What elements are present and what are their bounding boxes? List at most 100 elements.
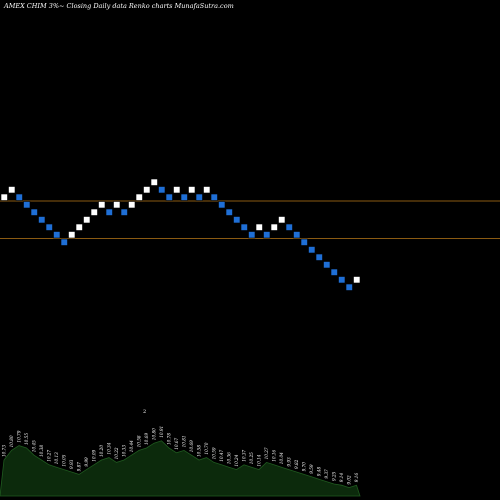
down-brick-3 <box>23 201 31 209</box>
volume-label-6: 10.27 <box>47 449 52 461</box>
volume-label-10: 9.87 <box>77 462 82 472</box>
volume-label-25: 10.69 <box>189 440 194 452</box>
up-brick-20 <box>150 178 158 186</box>
up-brick-37 <box>278 216 286 224</box>
up-brick-18 <box>135 193 143 201</box>
volume-label-15: 10.22 <box>114 447 119 459</box>
volume-label-22: 10.78 <box>167 433 172 445</box>
down-brick-2 <box>15 193 23 201</box>
volume-label-4: 10.45 <box>32 440 37 452</box>
volume-label-16: 10.33 <box>122 445 127 457</box>
down-brick-33 <box>248 231 256 239</box>
up-brick-27 <box>203 186 211 194</box>
down-brick-41 <box>308 246 316 254</box>
volume-label-3: 10.55 <box>24 433 29 445</box>
volume-label-29: 10.47 <box>219 449 224 461</box>
renko-bricks <box>0 178 361 291</box>
up-brick-47 <box>353 276 361 284</box>
volume-label-1: 10.80 <box>9 435 14 447</box>
volume-label-24: 10.81 <box>182 435 187 447</box>
down-brick-24 <box>180 193 188 201</box>
volume-label-17: 10.44 <box>129 440 134 452</box>
down-brick-8 <box>60 238 68 246</box>
down-brick-21 <box>158 186 166 194</box>
volume-label-12: 10.09 <box>92 449 97 461</box>
reference-lines <box>0 200 500 239</box>
up-brick-11 <box>83 216 91 224</box>
down-brick-30 <box>225 208 233 216</box>
volume-label-0: 10.73 <box>2 445 7 457</box>
volume-label-44: 9.25 <box>332 471 337 481</box>
volume-label-18: 10.58 <box>137 435 142 447</box>
down-brick-14 <box>105 208 113 216</box>
down-brick-29 <box>218 201 226 209</box>
down-brick-32 <box>240 223 248 231</box>
volume-label-45: 9.14 <box>339 473 344 483</box>
up-brick-9 <box>68 231 76 239</box>
volume-label-23: 10.67 <box>174 437 179 449</box>
up-brick-34 <box>255 223 263 231</box>
volume-label-20: 10.80 <box>152 428 157 440</box>
up-brick-36 <box>270 223 278 231</box>
down-brick-35 <box>263 231 271 239</box>
volume-label-40: 9.70 <box>302 462 307 472</box>
up-brick-23 <box>173 186 181 194</box>
volume-label-5: 10.38 <box>39 445 44 457</box>
volume-peak-mark: 2 <box>143 409 146 415</box>
down-brick-16 <box>120 208 128 216</box>
down-brick-43 <box>323 261 331 269</box>
down-brick-46 <box>345 283 353 291</box>
chart-caption: AMEX CHIM 3%~ Closing Daily data Renko c… <box>3 2 234 10</box>
down-brick-39 <box>293 231 301 239</box>
down-brick-28 <box>210 193 218 201</box>
volume-label-42: 9.48 <box>317 467 322 477</box>
volume-label-11: 9.99 <box>84 457 89 467</box>
down-brick-7 <box>53 231 61 239</box>
down-brick-42 <box>315 253 323 261</box>
down-brick-38 <box>285 223 293 231</box>
volume-label-39: 9.82 <box>294 459 299 469</box>
up-brick-0 <box>0 193 8 201</box>
volume-label-8: 10.05 <box>62 454 67 466</box>
volume-label-34: 10.14 <box>257 454 262 466</box>
volume-label-21: 10.91 <box>159 426 164 438</box>
down-brick-4 <box>30 208 38 216</box>
volume-label-7: 10.13 <box>54 452 59 464</box>
up-brick-12 <box>90 208 98 216</box>
volume-label-33: 10.25 <box>249 452 254 464</box>
volume-label-19: 10.69 <box>144 433 149 445</box>
volume-label-13: 10.20 <box>99 445 104 457</box>
down-brick-31 <box>233 216 241 224</box>
volume-label-26: 10.58 <box>197 445 202 457</box>
volume-label-41: 9.59 <box>309 464 314 474</box>
down-brick-44 <box>330 268 338 276</box>
up-brick-25 <box>188 186 196 194</box>
volume-label-31: 10.24 <box>234 454 239 466</box>
volume-label-46: 9.02 <box>347 475 352 485</box>
down-brick-5 <box>38 216 46 224</box>
volume-label-9: 9.93 <box>69 459 74 469</box>
down-brick-26 <box>195 193 203 201</box>
volume-area-path <box>0 440 361 497</box>
volume-label-32: 10.37 <box>242 449 247 461</box>
down-brick-22 <box>165 193 173 201</box>
volume-label-47: 9.16 <box>354 473 359 483</box>
down-brick-45 <box>338 276 346 284</box>
down-brick-40 <box>300 238 308 246</box>
up-brick-17 <box>128 201 136 209</box>
volume-label-2: 10.79 <box>17 430 22 442</box>
down-brick-6 <box>45 223 53 231</box>
up-brick-15 <box>113 201 121 209</box>
volume-label-35: 10.27 <box>264 447 269 459</box>
volume-label-27: 10.70 <box>204 442 209 454</box>
volume-label-36: 10.16 <box>272 449 277 461</box>
volume-label-37: 10.04 <box>279 452 284 464</box>
up-brick-10 <box>75 223 83 231</box>
up-brick-19 <box>143 186 151 194</box>
volume-area <box>0 440 361 497</box>
up-brick-13 <box>98 201 106 209</box>
up-brick-1 <box>8 186 16 194</box>
